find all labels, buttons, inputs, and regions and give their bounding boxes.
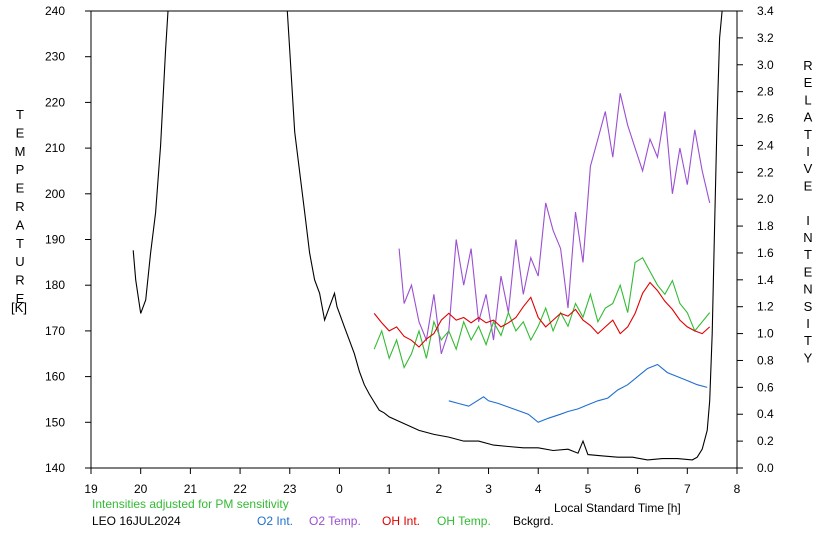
right-tick-label: 0.6	[757, 380, 774, 394]
left-tick-label: 170	[45, 324, 65, 338]
x-tick-label: 6	[634, 482, 641, 496]
left-tick-label: 140	[45, 461, 65, 475]
axis-label-letter: R	[803, 58, 812, 73]
series-oh-int-line	[373, 281, 711, 348]
left-tick-label: 230	[45, 50, 65, 64]
legend: O2 Int. O2 Temp. OH Int. OH Temp. Bckgrd.	[257, 514, 554, 528]
axis-label-letter: A	[16, 217, 25, 232]
axis-label-letter: E	[16, 125, 25, 140]
axis-label-letter: N	[803, 230, 812, 245]
axis-label-letter: E	[16, 291, 25, 306]
axis-label-letter: E	[804, 178, 813, 193]
axis-label-letter: N	[803, 282, 812, 297]
left-tick-label: 210	[45, 141, 65, 155]
right-tick-label: 1.4	[757, 273, 774, 287]
right-tick-label: 0.2	[757, 434, 774, 448]
axis-label-letter: U	[15, 254, 24, 269]
right-axis: 0.0 0.2 0.4 0.6 0.8 1.0 1.2 1.4 1.6 1.8 2.0 2.2 2.4 2…	[737, 4, 774, 475]
axis-label-letter: T	[16, 236, 24, 251]
x-axis: 19 20 21 22 23 0 1 2 3 4 5 6 7 8	[84, 468, 741, 496]
left-tick-label: 160	[45, 370, 65, 384]
station-date-label: LEO 16JUL2024	[92, 514, 181, 528]
axis-label-letter: V	[804, 161, 813, 176]
axis-label-letter: I	[806, 144, 810, 159]
right-tick-label: 0.8	[757, 353, 774, 367]
series-o2-int-line	[448, 363, 708, 423]
x-tick-label: 1	[386, 482, 393, 496]
axis-label-letter: A	[804, 110, 813, 125]
right-tick-label: 0.0	[757, 461, 774, 475]
axis-label-letter: T	[804, 127, 812, 142]
axis-label-letter: T	[804, 333, 812, 348]
series-bckgrd-line	[132, 11, 723, 461]
x-tick-label: 2	[436, 482, 443, 496]
left-tick-label: 200	[45, 187, 65, 201]
x-tick-label: 22	[233, 482, 247, 496]
x-axis-label: Local Standard Time [h]	[554, 501, 681, 515]
left-tick-label: 220	[45, 95, 65, 109]
left-axis-unit: [K]	[11, 300, 27, 315]
x-tick-label: 23	[283, 482, 297, 496]
axis-label-letter: T	[16, 107, 24, 122]
axis-label-letter: P	[16, 162, 25, 177]
legend-item-o2-temp: O2 Temp.	[309, 514, 361, 528]
left-tick-label: 190	[45, 233, 65, 247]
plot-frame	[90, 10, 738, 469]
x-tick-label: 4	[535, 482, 542, 496]
x-tick-label: 21	[184, 482, 198, 496]
axis-label-letter: S	[804, 299, 813, 314]
x-tick-label: 3	[485, 482, 492, 496]
right-tick-label: 2.8	[757, 85, 774, 99]
right-tick-label: 1.8	[757, 219, 774, 233]
legend-item-bckgrd: Bckgrd.	[513, 514, 554, 528]
axis-label-letter: E	[804, 75, 813, 90]
right-tick-label: 0.4	[757, 407, 774, 421]
sensitivity-note: Intensities adjusted for PM sensitivity	[92, 497, 289, 511]
right-tick-label: 1.2	[757, 300, 774, 314]
axis-label-letter: Y	[804, 350, 813, 365]
axis-label-letter: R	[15, 199, 24, 214]
legend-item-o2-int: O2 Int.	[257, 514, 293, 528]
right-tick-label: 3.2	[757, 31, 774, 45]
axis-label-letter: E	[804, 264, 813, 279]
axis-label-letter: E	[16, 181, 25, 196]
legend-item-oh-int: OH Int.	[382, 514, 420, 528]
right-tick-label: 3.0	[757, 58, 774, 72]
left-axis: 140 150 160 170 180 190 200 210 220 230 240	[45, 4, 91, 475]
series-o2-temp-line	[398, 93, 711, 354]
series-oh-temp-line	[373, 257, 711, 369]
axis-label-letter: I	[806, 213, 810, 228]
series-layer	[132, 11, 723, 461]
x-tick-label: 20	[134, 482, 148, 496]
axis-label-letter: R	[15, 273, 24, 288]
x-tick-label: 19	[84, 482, 98, 496]
x-tick-label: 5	[585, 482, 592, 496]
left-tick-label: 180	[45, 278, 65, 292]
right-tick-label: 2.4	[757, 138, 774, 152]
right-tick-label: 2.6	[757, 112, 774, 126]
right-tick-label: 1.6	[757, 246, 774, 260]
x-tick-label: 8	[734, 482, 741, 496]
x-tick-label: 0	[336, 482, 343, 496]
left-tick-label: 240	[45, 4, 65, 18]
axis-label-letter: I	[806, 316, 810, 331]
x-tick-label: 7	[684, 482, 691, 496]
right-tick-label: 3.4	[757, 4, 774, 18]
axis-label-letter: M	[15, 144, 26, 159]
axis-label-letter: T	[804, 247, 812, 262]
right-tick-label: 1.0	[757, 327, 774, 341]
right-tick-label: 2.2	[757, 165, 774, 179]
legend-item-oh-temp: OH Temp.	[437, 514, 491, 528]
left-tick-label: 150	[45, 415, 65, 429]
right-tick-label: 2.0	[757, 192, 774, 206]
axis-label-letter: L	[804, 92, 811, 107]
